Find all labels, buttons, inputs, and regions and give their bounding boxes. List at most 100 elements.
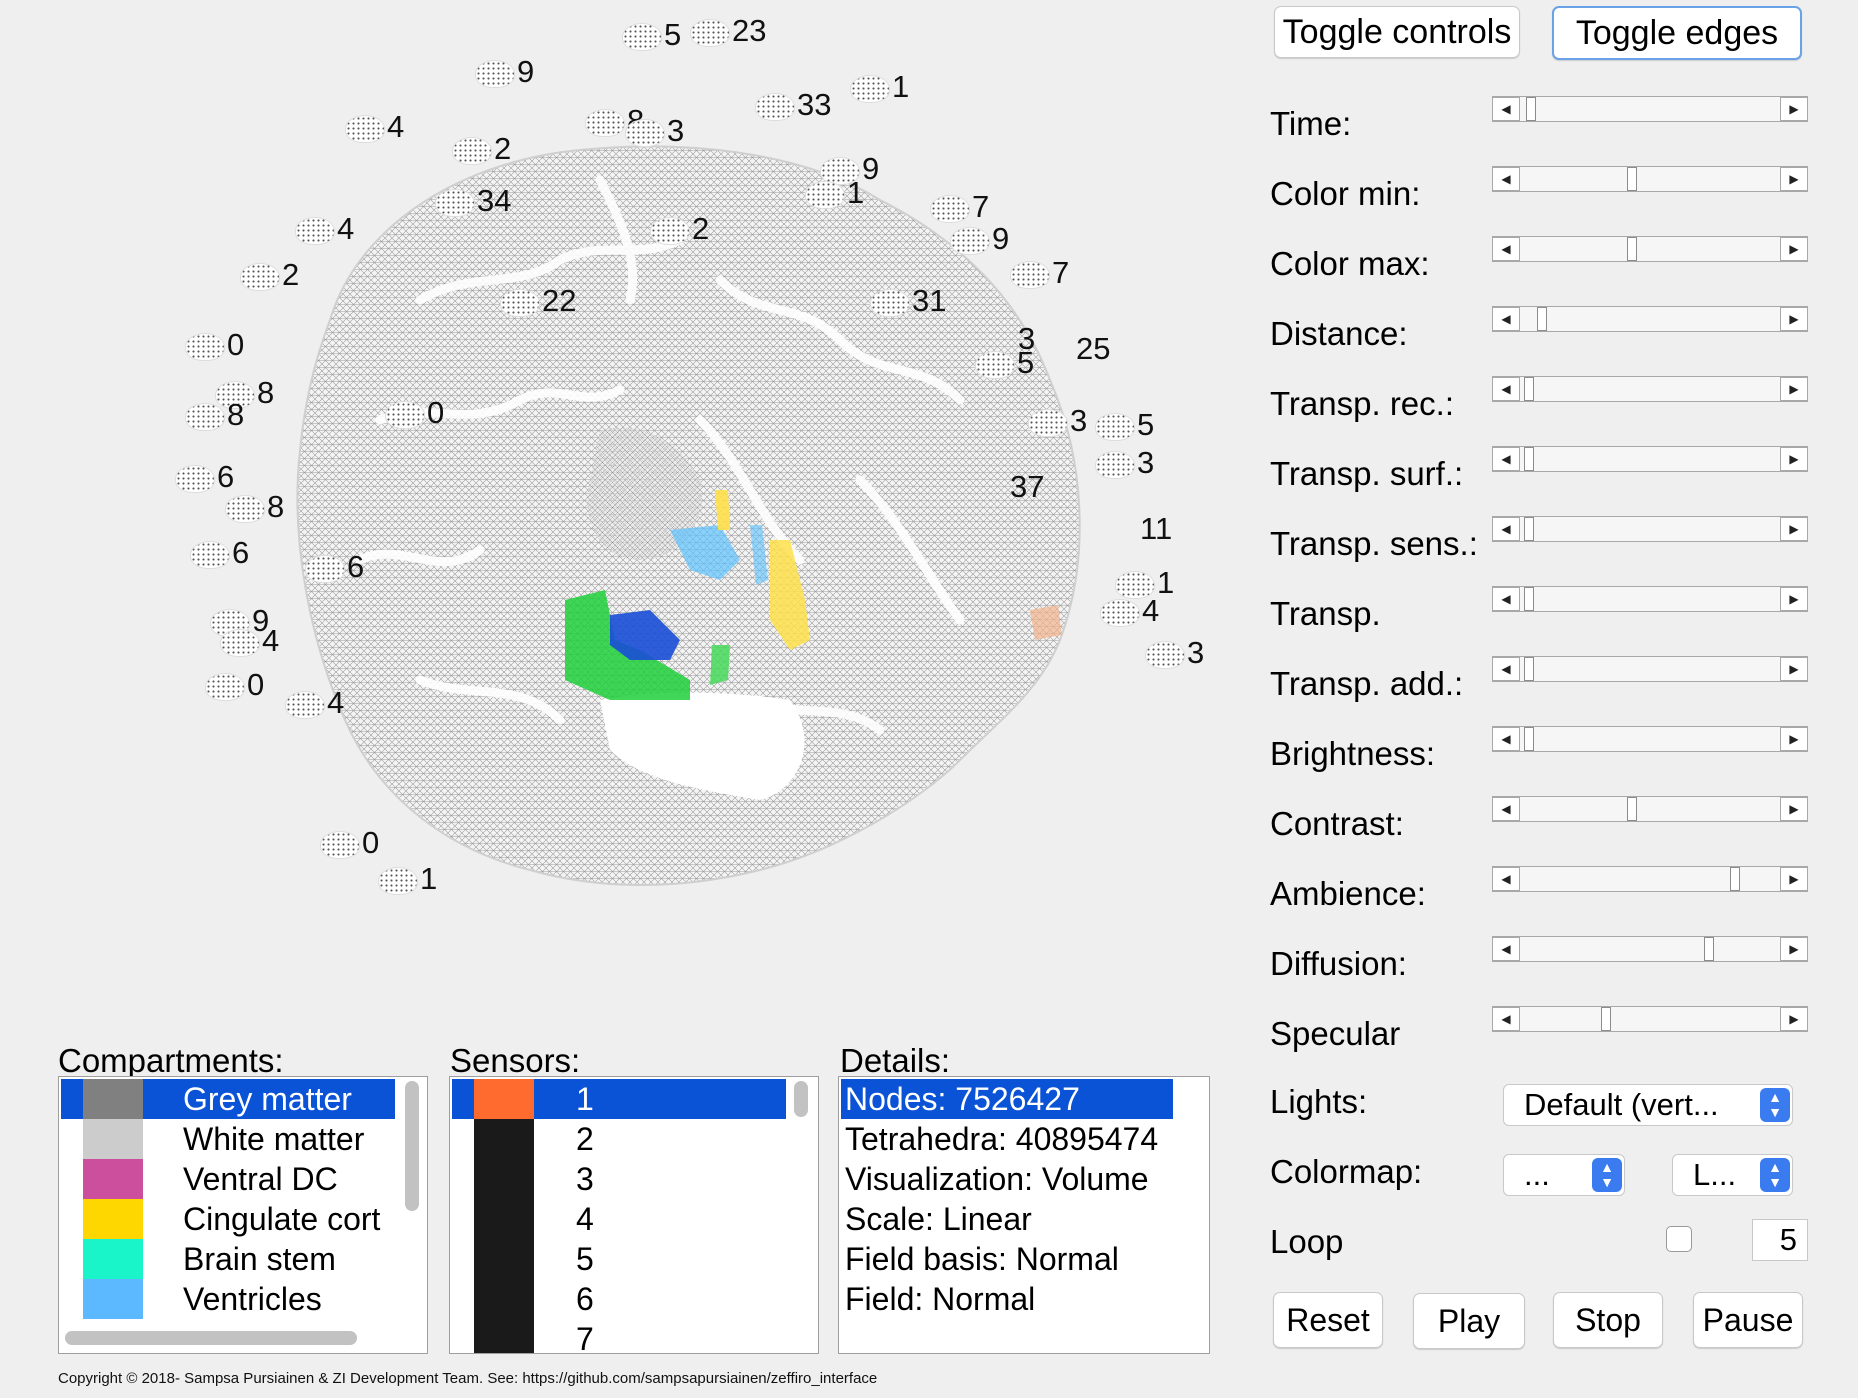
left-arrow-icon[interactable]: ◀ — [1492, 167, 1520, 191]
sensor-label[interactable]: 2 — [650, 212, 709, 246]
slider-thumb[interactable] — [1523, 377, 1534, 401]
details-list[interactable]: Nodes: 7526427 Tetrahedra: 40895474 Visual… — [838, 1076, 1210, 1354]
slider-thumb[interactable] — [1626, 237, 1637, 261]
right-arrow-icon[interactable]: ▶ — [1780, 377, 1808, 401]
parameter-slider[interactable]: ◀ ▶ — [1492, 516, 1808, 542]
compartment-item[interactable]: Ventral DC — [61, 1159, 395, 1199]
slider-thumb[interactable] — [1523, 587, 1534, 611]
sensor-item[interactable]: 6 — [452, 1279, 786, 1319]
sensor-label[interactable]: 5 — [975, 346, 1034, 380]
slider-track[interactable] — [1521, 447, 1779, 471]
left-arrow-icon[interactable]: ◀ — [1492, 377, 1520, 401]
right-arrow-icon[interactable]: ▶ — [1780, 237, 1808, 261]
horizontal-scrollbar[interactable] — [65, 1331, 357, 1345]
slider-thumb[interactable] — [1704, 937, 1715, 961]
sensor-label[interactable]: 3 — [1018, 321, 1036, 356]
parameter-slider[interactable]: ◀ ▶ — [1492, 96, 1808, 122]
parameter-slider[interactable]: ◀ ▶ — [1492, 586, 1808, 612]
sensor-label[interactable]: 4 — [1100, 594, 1159, 628]
parameter-slider[interactable]: ◀ ▶ — [1492, 376, 1808, 402]
detail-item[interactable]: Tetrahedra: 40895474 — [845, 1121, 1159, 1157]
right-arrow-icon[interactable]: ▶ — [1780, 307, 1808, 331]
compartments-list[interactable]: Grey matter White matter Ventral DC Cingula… — [58, 1076, 428, 1354]
left-arrow-icon[interactable]: ◀ — [1492, 237, 1520, 261]
slider-thumb[interactable] — [1626, 797, 1637, 821]
left-arrow-icon[interactable]: ◀ — [1492, 657, 1520, 681]
sensor-label[interactable]: 1 — [805, 176, 864, 210]
right-arrow-icon[interactable]: ▶ — [1780, 657, 1808, 681]
right-arrow-icon[interactable]: ▶ — [1780, 797, 1808, 821]
sensor-label[interactable]: 9 — [820, 152, 879, 186]
compartment-item[interactable]: Cingulate cort — [61, 1199, 395, 1239]
sensor-label[interactable]: 23 — [690, 14, 766, 48]
slider-track[interactable] — [1521, 377, 1779, 401]
right-arrow-icon[interactable]: ▶ — [1780, 167, 1808, 191]
left-arrow-icon[interactable]: ◀ — [1492, 587, 1520, 611]
compartment-item[interactable]: White matter — [61, 1119, 395, 1159]
detail-item[interactable]: Nodes: 7526427 — [841, 1079, 1173, 1119]
compartment-item[interactable]: Ventricles — [61, 1279, 395, 1319]
colormap-select[interactable]: ... ▲ ▼ — [1503, 1154, 1625, 1196]
sensor-label[interactable]: 8 — [215, 376, 274, 410]
right-arrow-icon[interactable]: ▶ — [1780, 867, 1808, 891]
detail-item[interactable]: Visualization: Volume — [845, 1161, 1149, 1197]
right-arrow-icon[interactable]: ▶ — [1780, 1007, 1808, 1031]
slider-thumb[interactable] — [1523, 517, 1534, 541]
slider-track[interactable] — [1521, 797, 1779, 821]
sensor-label[interactable]: 25 — [1076, 331, 1111, 366]
play-button[interactable]: Play — [1413, 1293, 1525, 1349]
sensor-label[interactable]: 1 — [850, 70, 909, 104]
slider-thumb[interactable] — [1626, 167, 1637, 191]
sensor-label[interactable]: 3 — [1095, 446, 1154, 480]
sensor-label[interactable]: 9 — [475, 55, 534, 89]
parameter-slider[interactable]: ◀ ▶ — [1492, 446, 1808, 472]
parameter-slider[interactable]: ◀ ▶ — [1492, 936, 1808, 962]
detail-item[interactable]: Field: Normal — [845, 1281, 1036, 1317]
parameter-slider[interactable]: ◀ ▶ — [1492, 306, 1808, 332]
sensor-label[interactable]: 34 — [435, 184, 511, 218]
sensor-label[interactable]: 4 — [220, 624, 279, 658]
parameter-slider[interactable]: ◀ ▶ — [1492, 726, 1808, 752]
brain-viewport[interactable]: 5 23 9 1 33 4 8 3 2 9 1 34 7 9 2 4 2 7 2… — [0, 0, 1240, 1030]
sensor-label[interactable]: 33 — [755, 88, 831, 122]
right-arrow-icon[interactable]: ▶ — [1780, 97, 1808, 121]
sensor-label[interactable]: 4 — [345, 110, 404, 144]
sensor-label[interactable]: 3 — [1145, 636, 1204, 670]
sensor-label[interactable]: 8 — [225, 490, 284, 524]
sensor-label[interactable]: 5 — [622, 18, 681, 52]
slider-track[interactable] — [1521, 237, 1779, 261]
detail-item[interactable]: Field basis: Normal — [845, 1241, 1119, 1277]
sensor-item[interactable]: 5 — [452, 1239, 786, 1279]
brain-render[interactable] — [0, 0, 1240, 1030]
slider-thumb[interactable] — [1523, 657, 1534, 681]
sensor-label[interactable]: 3 — [1028, 404, 1087, 438]
sensor-label[interactable]: 0 — [205, 668, 264, 702]
left-arrow-icon[interactable]: ◀ — [1492, 517, 1520, 541]
sensor-item[interactable]: 1 — [452, 1079, 786, 1119]
slider-thumb[interactable] — [1730, 867, 1741, 891]
sensor-label[interactable]: 5 — [1095, 408, 1154, 442]
sensor-label[interactable]: 11 — [1140, 511, 1173, 546]
left-arrow-icon[interactable]: ◀ — [1492, 447, 1520, 471]
left-arrow-icon[interactable]: ◀ — [1492, 97, 1520, 121]
slider-thumb[interactable] — [1601, 1007, 1612, 1031]
slider-thumb[interactable] — [1526, 97, 1537, 121]
left-arrow-icon[interactable]: ◀ — [1492, 307, 1520, 331]
sensor-label[interactable]: 6 — [190, 536, 249, 570]
sensor-label[interactable]: 8 — [585, 104, 644, 138]
slider-track[interactable] — [1521, 657, 1779, 681]
sensor-label[interactable]: 0 — [385, 396, 444, 430]
compartment-item[interactable]: Brain stem — [61, 1239, 395, 1279]
sensor-item[interactable]: 4 — [452, 1199, 786, 1239]
slider-track[interactable] — [1521, 97, 1779, 121]
slider-track[interactable] — [1521, 587, 1779, 611]
sensor-label[interactable]: 7 — [1010, 256, 1069, 290]
slider-thumb[interactable] — [1523, 447, 1534, 471]
right-arrow-icon[interactable]: ▶ — [1780, 587, 1808, 611]
lights-select[interactable]: Default (vert... ▲ ▼ — [1503, 1084, 1793, 1126]
slider-track[interactable] — [1521, 167, 1779, 191]
loop-count-field[interactable]: 5 — [1752, 1219, 1808, 1261]
sensor-label[interactable]: 7 — [930, 190, 989, 224]
left-arrow-icon[interactable]: ◀ — [1492, 867, 1520, 891]
slider-track[interactable] — [1521, 517, 1779, 541]
